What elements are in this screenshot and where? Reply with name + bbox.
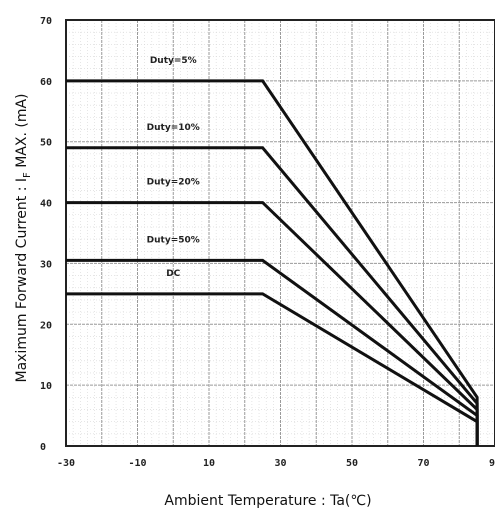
series-label: Duty=5% [150,56,197,66]
x-tick-label: 30 [274,458,286,469]
x-axis-ticks: -30 -10 10 30 50 70 90 [57,458,495,469]
series-line [66,292,479,446]
series-label: Duty=10% [147,123,200,133]
y-tick-label: 40 [40,199,52,210]
y-axis-ticks: 0 10 20 30 40 50 60 70 [40,16,52,453]
y-tick-label: 10 [40,381,52,392]
y-axis-title-tail: MAX. (mA) [14,93,30,172]
x-tick-label: 70 [417,458,429,469]
x-tick-label: 50 [346,458,358,469]
y-tick-label: 50 [40,138,52,149]
series-label: DC [166,269,180,279]
y-tick-label: 70 [40,16,52,27]
y-tick-label: 60 [40,77,52,88]
y-axis-title-subscript: F [22,172,33,178]
series-label: Duty=50% [147,235,200,245]
series-line [66,258,479,446]
x-axis-title: Ambient Temperature : Ta(℃) [164,493,371,509]
x-tick-label: 90 [489,458,495,469]
x-tick-label: -30 [57,458,75,469]
x-tick-label: 10 [203,458,215,469]
y-tick-label: 20 [40,320,52,331]
series-line [66,146,479,446]
y-tick-label: 30 [40,259,52,270]
series-label: Duty=20% [147,178,200,188]
plot-frame [65,19,495,447]
y-tick-label: 0 [40,442,46,453]
y-axis-title-main: Maximum Forward Current : I [14,178,30,383]
series-lines [66,79,479,446]
series-labels: Duty=5% Duty=10% Duty=20% Duty=50% DC [147,56,200,279]
x-tick-label: -10 [128,458,146,469]
y-axis-title: Maximum Forward Current : IF MAX. (mA) [14,93,33,382]
